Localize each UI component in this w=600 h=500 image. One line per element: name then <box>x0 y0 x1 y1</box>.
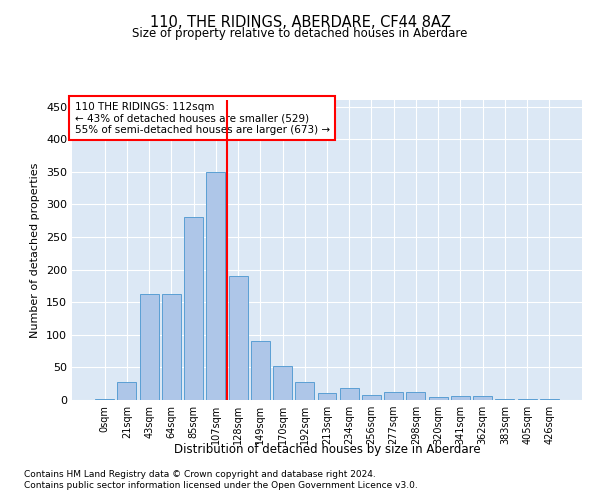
Bar <box>406 392 425 400</box>
Bar <box>184 218 203 400</box>
Bar <box>362 395 381 400</box>
Bar <box>118 382 136 400</box>
Bar <box>251 342 270 400</box>
Bar <box>429 398 448 400</box>
Y-axis label: Number of detached properties: Number of detached properties <box>31 162 40 338</box>
Text: 110 THE RIDINGS: 112sqm
← 43% of detached houses are smaller (529)
55% of semi-d: 110 THE RIDINGS: 112sqm ← 43% of detache… <box>74 102 329 134</box>
Bar <box>206 172 225 400</box>
Text: Contains HM Land Registry data © Crown copyright and database right 2024.: Contains HM Land Registry data © Crown c… <box>24 470 376 479</box>
Bar <box>140 294 158 400</box>
Bar <box>162 294 181 400</box>
Bar <box>451 396 470 400</box>
Bar <box>95 398 114 400</box>
Text: Distribution of detached houses by size in Aberdare: Distribution of detached houses by size … <box>173 442 481 456</box>
Bar <box>317 394 337 400</box>
Text: 110, THE RIDINGS, ABERDARE, CF44 8AZ: 110, THE RIDINGS, ABERDARE, CF44 8AZ <box>149 15 451 30</box>
Bar <box>518 398 536 400</box>
Text: Size of property relative to detached houses in Aberdare: Size of property relative to detached ho… <box>133 28 467 40</box>
Bar <box>384 392 403 400</box>
Bar <box>229 276 248 400</box>
Bar <box>473 396 492 400</box>
Bar <box>295 382 314 400</box>
Text: Contains public sector information licensed under the Open Government Licence v3: Contains public sector information licen… <box>24 481 418 490</box>
Bar <box>273 366 292 400</box>
Bar <box>340 388 359 400</box>
